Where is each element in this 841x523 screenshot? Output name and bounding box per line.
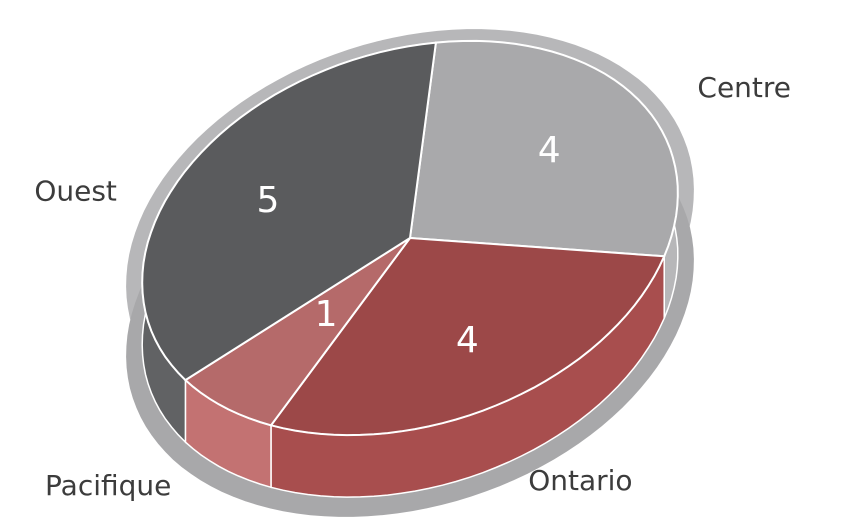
slice-centre xyxy=(408,39,679,258)
slice-ouest xyxy=(141,41,438,382)
slice-value-ontario: 4 xyxy=(456,320,479,361)
slice-tops xyxy=(141,39,679,437)
slice-label-centre: Centre xyxy=(697,71,791,104)
slice-value-labels: 4 4 1 5 xyxy=(257,130,561,361)
slice-label-ouest: Ouest xyxy=(34,174,117,207)
slice-pacifique xyxy=(183,237,411,427)
slice-value-centre: 4 xyxy=(538,130,561,171)
slice-category-labels: Centre Ontario Pacifique Ouest xyxy=(34,71,791,502)
slice-ontario xyxy=(269,236,666,437)
slice-label-ontario: Ontario xyxy=(528,464,632,497)
slice-value-ouest: 5 xyxy=(257,180,280,221)
slice-value-pacifique: 1 xyxy=(315,294,338,335)
slice-label-pacifique: Pacifique xyxy=(45,469,171,502)
